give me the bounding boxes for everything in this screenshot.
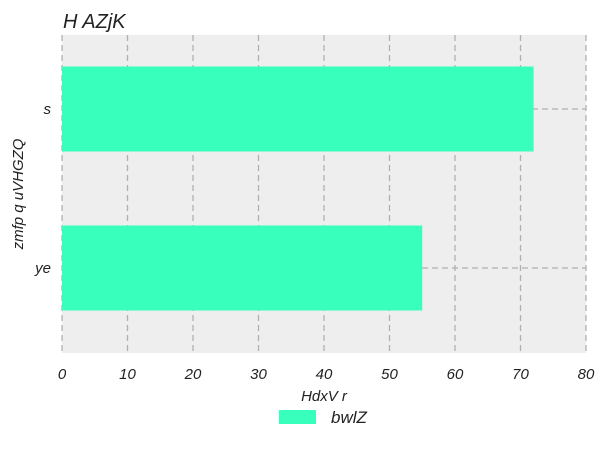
bars [62, 66, 534, 311]
tick-labels: 0 10 20 30 40 50 60 70 80 s ye [34, 101, 595, 383]
x-tick-label-20: 20 [184, 366, 202, 383]
x-tick-label-30: 30 [250, 366, 267, 383]
x-tick-label-60: 60 [447, 366, 464, 383]
bar-s [62, 66, 534, 152]
x-tick-label-80: 80 [578, 366, 595, 383]
x-tick-label-10: 10 [119, 366, 136, 383]
x-tick-label-40: 40 [316, 366, 333, 383]
bar-ye [62, 225, 423, 311]
y-tick-label-s: s [44, 101, 52, 118]
y-tick-label-ye: ye [34, 260, 51, 277]
x-tick-label-0: 0 [58, 366, 67, 383]
x-tick-label-50: 50 [381, 366, 398, 383]
legend-label: bwlZ [331, 408, 368, 427]
legend: bwlZ [279, 408, 368, 427]
chart-title: H AZjK [63, 11, 127, 33]
legend-swatch [279, 410, 316, 424]
x-axis-label: HdxV r [301, 388, 348, 405]
x-tick-label-70: 70 [512, 366, 529, 383]
y-axis-label: zmfp q uVHGZQ [10, 138, 27, 250]
